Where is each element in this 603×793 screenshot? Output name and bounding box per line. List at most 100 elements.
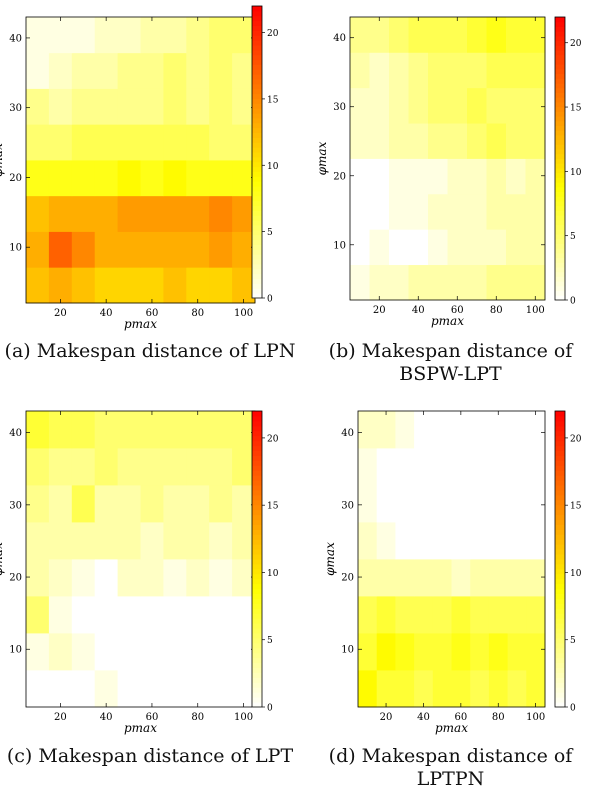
colorbar-segment	[252, 195, 262, 202]
colorbar-segment	[252, 108, 262, 114]
heatmap-cell	[470, 522, 490, 560]
colorbar-segment	[252, 667, 262, 673]
colorbar-segment	[555, 529, 565, 535]
heatmap-cell	[186, 633, 210, 671]
y-tick-label: 10	[341, 645, 354, 656]
colorbar-segment	[555, 97, 565, 103]
heatmap-cell	[447, 193, 468, 230]
colorbar-segment	[252, 702, 262, 708]
colorbar-segment	[252, 618, 262, 624]
y-tick-label: 20	[9, 573, 22, 584]
colorbar-segment	[555, 613, 565, 619]
heatmap-cell	[71, 596, 96, 634]
x-tick-label: 20	[373, 305, 386, 316]
heatmap-cell	[117, 124, 141, 161]
x-tick-label: 60	[146, 308, 159, 319]
colorbar-segment	[252, 186, 262, 192]
colorbar-tick-label: 10	[570, 569, 582, 579]
heatmap-cell	[48, 231, 73, 268]
heatmap-cell	[395, 485, 415, 523]
heatmap-cell	[26, 267, 50, 304]
heatmap-cell	[395, 559, 415, 597]
heatmap-cell	[506, 158, 526, 195]
colorbar: 0 5 10 15 20	[554, 16, 582, 307]
heatmap-cell	[209, 88, 233, 125]
heatmap-cell	[506, 123, 526, 159]
heatmap-cell	[209, 52, 233, 89]
colorbar-segment	[252, 268, 262, 275]
colorbar-segment	[555, 120, 565, 126]
heatmap-cell	[451, 485, 471, 523]
heatmap-cell	[389, 123, 409, 159]
heatmap-cell	[94, 670, 118, 708]
colorbar-segment	[252, 470, 262, 476]
colorbar-tick-label: 20	[570, 434, 582, 444]
colorbar-segment	[555, 101, 565, 108]
colorbar-segment	[555, 697, 565, 703]
heatmap-cell	[432, 559, 452, 597]
colorbar-segment	[555, 544, 565, 550]
heatmap-cell	[506, 52, 526, 89]
heatmap-cell	[376, 485, 396, 523]
heatmap-cell	[186, 160, 210, 197]
heatmap-cell	[486, 52, 507, 89]
colorbar-segment	[555, 475, 565, 481]
colorbar-segment	[555, 524, 565, 530]
heatmap-cell	[507, 411, 527, 449]
heatmap-cell	[186, 17, 210, 54]
colorbar-segment	[252, 10, 262, 17]
colorbar-segment	[555, 130, 565, 136]
x-tick-label: 40	[412, 305, 425, 316]
heatmap-cell	[369, 123, 390, 159]
x-tick-label: 60	[146, 712, 159, 723]
colorbar-segment	[252, 122, 262, 129]
heatmap-cell	[432, 596, 452, 634]
heatmap-cell	[71, 160, 96, 197]
colorbar-segment	[252, 415, 262, 422]
heatmap-cell	[209, 124, 233, 161]
heatmap-cell	[488, 596, 508, 634]
y-tick-label: 20	[9, 173, 22, 184]
heatmap-cell	[428, 264, 448, 301]
heatmap-cell	[408, 123, 429, 159]
colorbar-segment	[252, 647, 262, 654]
heatmap-cell	[525, 193, 546, 230]
heatmap-cell	[186, 559, 210, 597]
heatmap-cell	[186, 52, 210, 89]
heatmap-cell	[376, 633, 396, 671]
y-tick-label: 20	[341, 573, 354, 584]
heatmap-cell	[163, 160, 187, 197]
heatmap-cell	[140, 633, 164, 671]
heatmap-cell	[140, 231, 164, 268]
colorbar-segment	[252, 249, 262, 255]
heatmap-cell	[71, 485, 96, 523]
colorbar-segment	[252, 278, 262, 284]
x-tick-label: 80	[191, 712, 204, 723]
heatmap-cell	[432, 485, 452, 523]
colorbar-segment	[555, 281, 565, 287]
colorbar-segment	[555, 276, 565, 282]
heatmap-cell	[140, 88, 164, 125]
heatmap-cell	[26, 88, 50, 125]
heatmap-cell	[94, 522, 118, 560]
colorbar-segment	[252, 578, 262, 585]
heatmap-cell	[186, 195, 210, 232]
heatmap-cell	[71, 522, 96, 560]
colorbar-segment	[555, 238, 565, 244]
heatmap-cell	[414, 633, 434, 671]
colorbar-segment	[555, 425, 565, 432]
colorbar-segment	[252, 657, 262, 664]
heatmap-cell	[140, 52, 164, 89]
colorbar-segment	[252, 435, 262, 442]
colorbar-segment	[252, 35, 262, 41]
heatmap-cell	[232, 485, 256, 523]
colorbar-segment	[555, 149, 565, 155]
heatmap-cell	[94, 448, 118, 486]
heatmap-cell	[376, 670, 396, 708]
colorbar-segment	[252, 20, 262, 26]
colorbar-tick-label: 5	[267, 636, 273, 646]
heatmap-cell	[163, 52, 187, 89]
heatmap-cell	[48, 596, 73, 634]
colorbar-segment	[555, 31, 565, 37]
heatmap-cell	[467, 264, 487, 301]
